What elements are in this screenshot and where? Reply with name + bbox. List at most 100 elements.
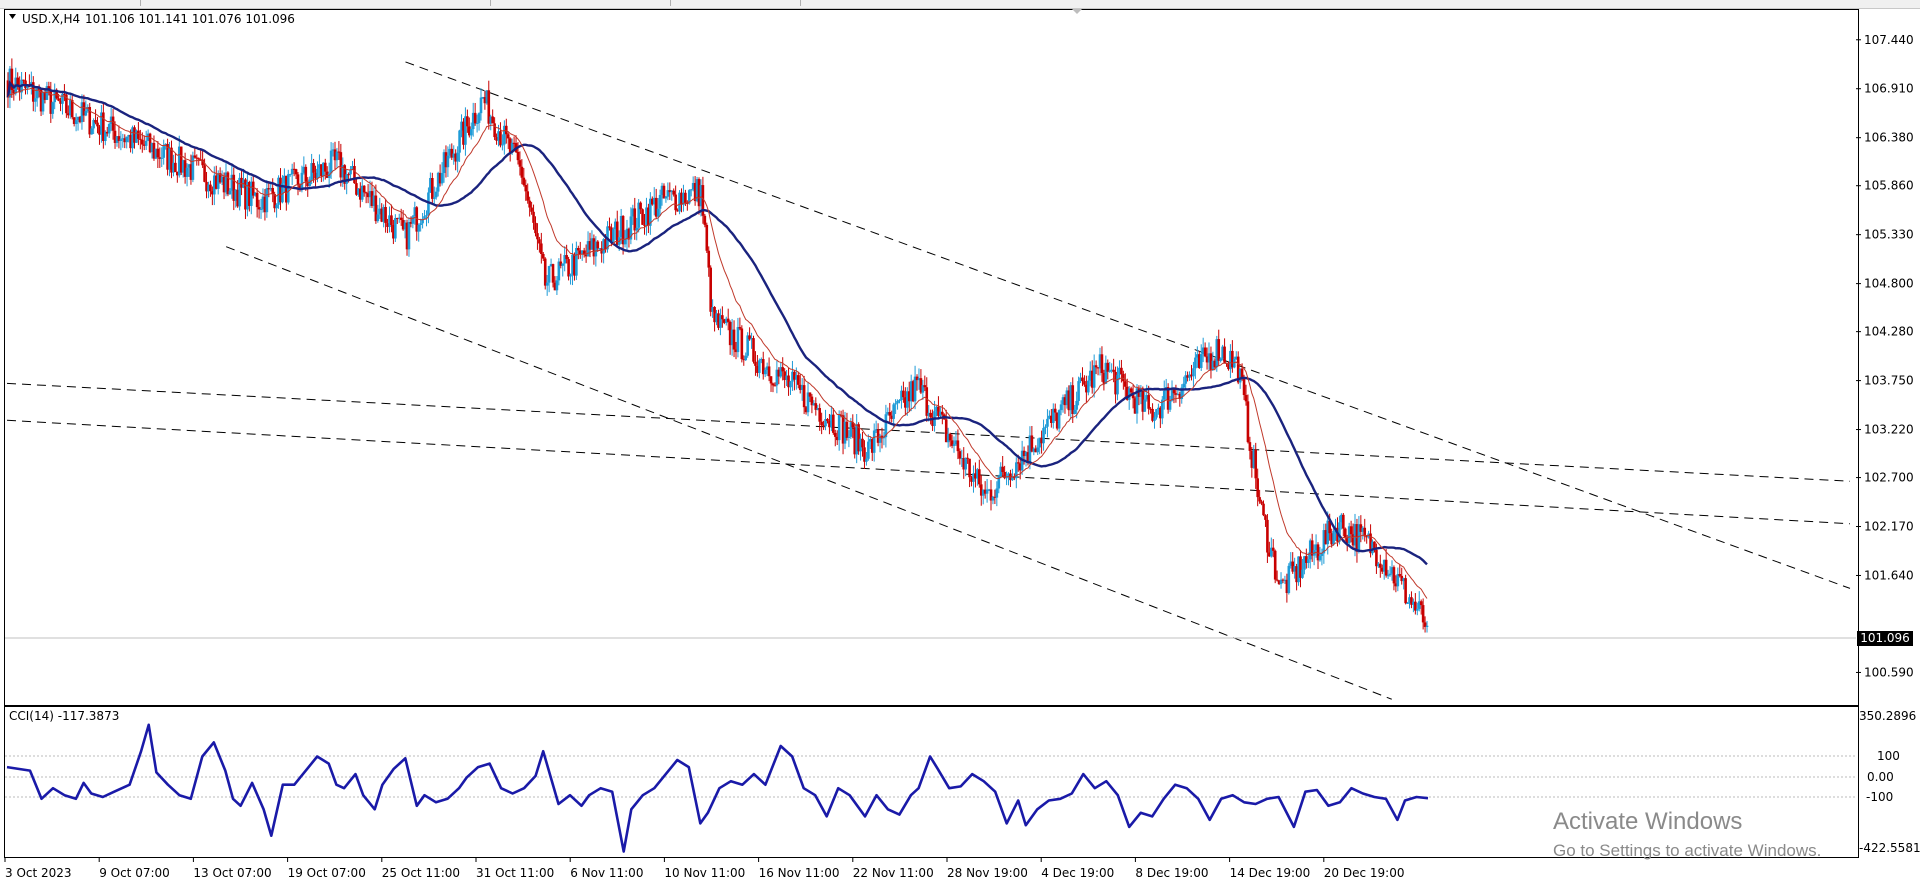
candle-body [1048,415,1051,419]
candle-body [234,189,238,201]
candle-body [211,191,214,195]
trend-line[interactable] [6,419,1851,525]
candle-body [1186,375,1189,378]
candle-body [462,121,465,145]
candle-body [409,222,413,224]
candle-body [960,458,964,460]
candle-body [808,392,812,397]
candle-body [491,116,494,124]
candle-body [113,130,117,143]
candle-body [1332,530,1335,545]
candle-body [884,414,888,438]
candle-body [510,142,514,153]
candle-body [775,369,779,386]
trend-line[interactable] [405,61,1851,589]
candle-body [783,371,786,381]
candle-body [1291,561,1295,572]
candle-body [442,152,446,174]
candle-body [972,473,975,482]
candle-body [1268,552,1271,557]
candle-body [1295,566,1298,583]
chart-tab[interactable] [0,0,141,6]
candle-body [497,131,500,141]
candle-body [392,224,395,239]
candle-body [666,190,670,197]
time-axis-label: 22 Nov 11:00 [853,866,934,880]
price-axis[interactable]: 107.440 106.910 106.380 105.860 105.330 104.8… [1856,33,1914,680]
candle-body [1166,387,1170,410]
candle-body [516,151,520,161]
candle-body [259,208,263,210]
candle-body [1297,556,1300,583]
candle-body [750,338,753,340]
candle-body [1141,388,1145,412]
candle-body [67,113,70,116]
candle-body [861,438,864,448]
trend-lines[interactable] [6,61,1851,700]
candle-body [793,371,796,380]
candle-body [345,174,348,184]
candle-body [434,191,438,198]
candle-body [728,321,732,346]
candle-body [1217,339,1221,361]
candle-body [218,173,222,183]
candle-body [399,217,403,220]
candle-body [209,184,212,192]
candle-body [621,215,625,245]
candle-body [88,106,92,135]
candle-body [1196,354,1199,358]
triangle-down-icon[interactable] [9,14,16,19]
candle-body [524,185,528,192]
price-chart-pane[interactable] [4,9,1859,706]
candle-body [1293,566,1296,572]
chart-tab[interactable] [670,0,801,6]
candle-body [503,125,506,145]
candle-body [160,157,164,159]
trend-line[interactable] [6,382,1851,482]
candle-body [230,174,234,191]
chart-tab[interactable] [490,0,671,6]
candle-body [286,174,290,203]
candle-body [1301,569,1304,578]
candle-body [1281,579,1285,581]
candle-body [705,224,709,251]
candle-body [1112,369,1115,372]
candle-body [1199,354,1203,368]
time-axis[interactable]: 3 Oct 2023 9 Oct 07:00 13 Oct 07:00 19 Oct … [4,857,1405,880]
candle-body [469,129,473,136]
chart-tab-strip[interactable] [0,0,1920,9]
trend-line[interactable] [225,246,1392,700]
candle-body [306,181,310,186]
candle-body [179,146,183,173]
candle-body [635,227,639,231]
candle-body [736,327,740,353]
candle-body [1421,605,1425,623]
candle-body [131,127,134,149]
candle-body [814,403,818,410]
cci-indicator-pane[interactable] [4,706,1859,858]
price-axis-label: 104.280 [1864,325,1914,339]
candle-body [553,282,557,291]
candle-body [170,147,173,173]
candle-body [121,138,125,140]
candle-body [31,82,35,102]
chart-shift-marker-icon[interactable] [1072,9,1082,14]
candle-body [876,429,880,443]
candle-body [485,90,489,104]
candle-body [1221,346,1224,359]
candle-body [366,193,370,198]
candle-body [427,192,430,216]
chart-tab[interactable] [140,0,491,6]
candle-body [1233,359,1236,368]
candle-body [244,179,247,210]
time-axis-label: 16 Nov 11:00 [759,866,840,880]
candle-body [1394,583,1398,587]
cci-axis-label: 100 [1877,749,1900,763]
cci-line [6,723,1429,853]
candle-body [1083,381,1086,385]
candle-body [440,173,444,184]
candle-body [1380,567,1384,572]
candle-body [1412,601,1415,605]
candle-body [304,166,308,182]
